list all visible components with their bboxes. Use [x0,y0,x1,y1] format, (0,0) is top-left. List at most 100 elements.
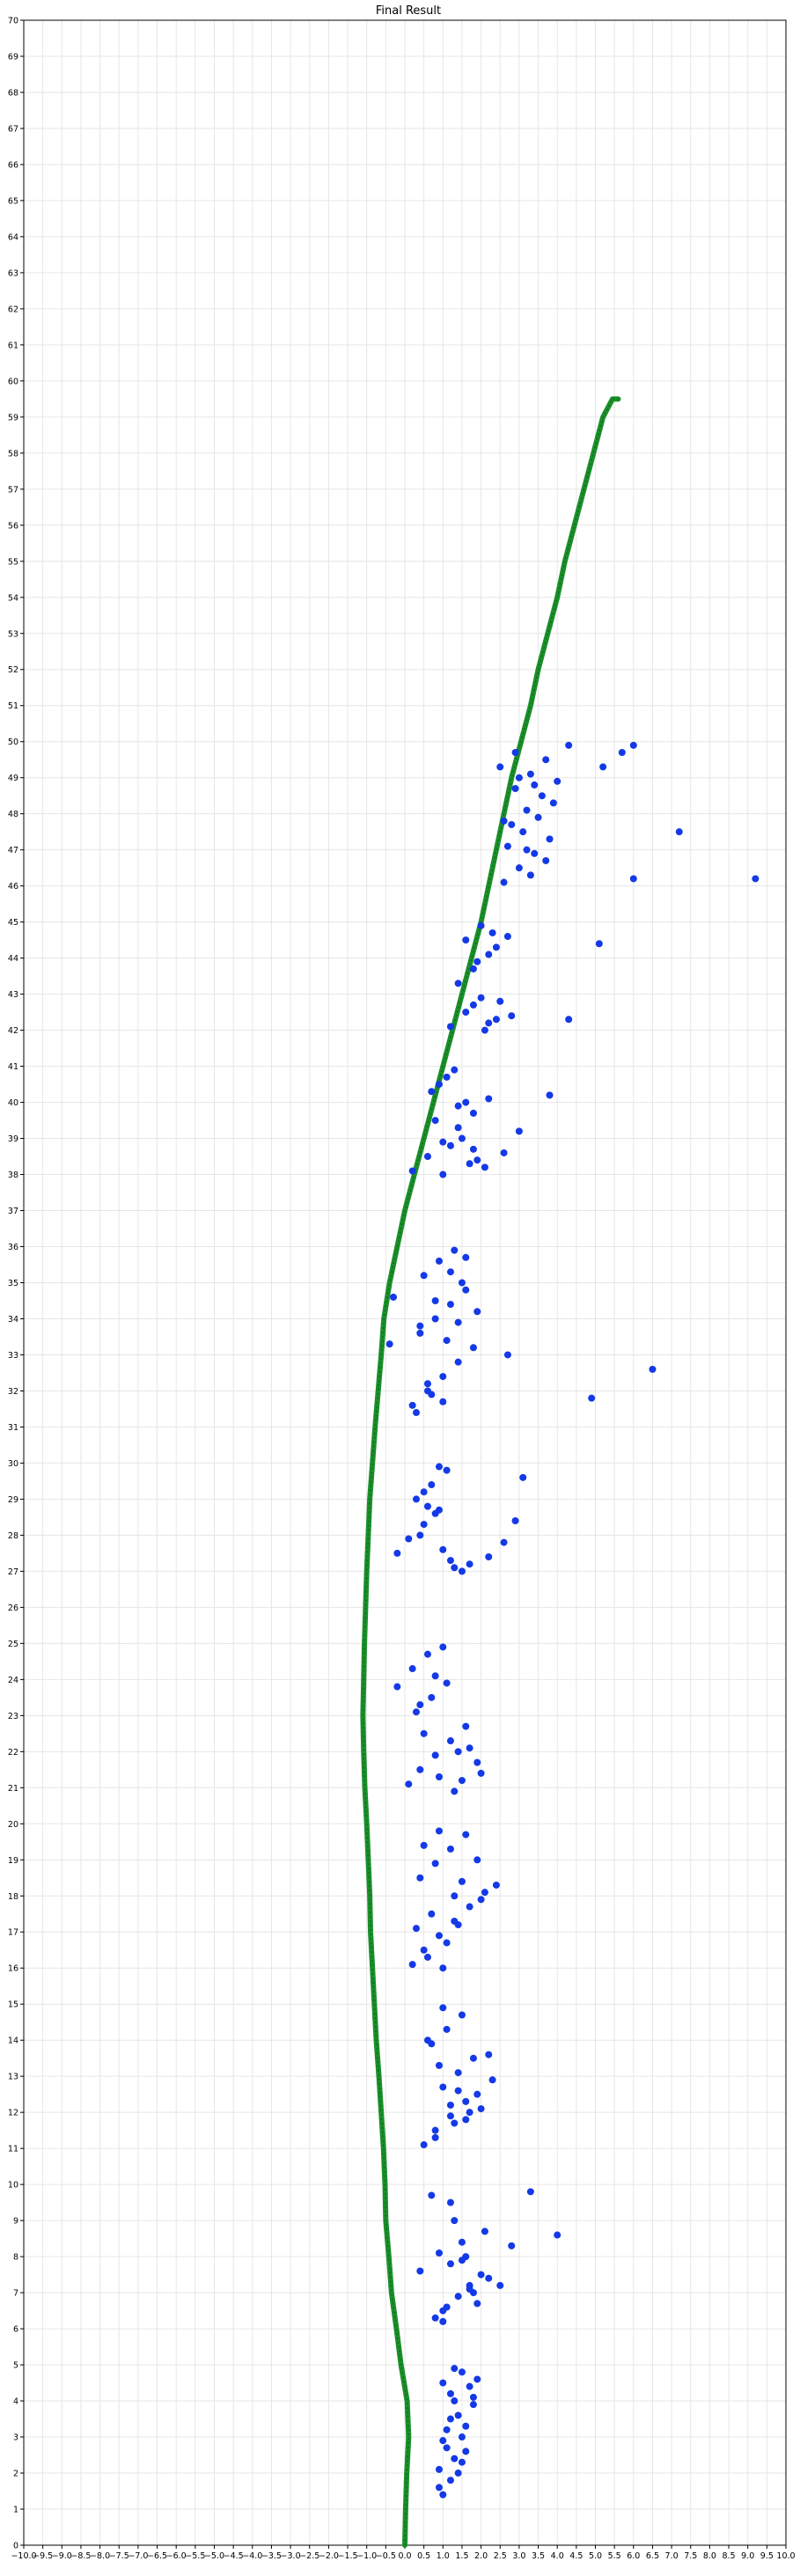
scatter-point [451,1564,459,1572]
scatter-point [469,2393,477,2401]
scatter-point [515,1127,523,1135]
scatter-point [454,1921,462,1929]
scatter-point [492,1881,500,1889]
scatter-point [431,1315,439,1323]
scatter-point [477,1896,485,1904]
scatter-point [462,2448,470,2455]
y-tick-label: 31 [8,1423,18,1433]
scatter-point [412,1925,420,1933]
scatter-point [439,2083,447,2091]
scatter-point [443,1337,451,1345]
scatter-point [554,777,561,785]
scatter-point [473,1308,481,1316]
y-tick-label: 9 [13,2217,18,2227]
x-tick-label: −7.0 [128,2551,148,2561]
scatter-point [439,2004,447,2012]
y-tick-label: 30 [8,1459,18,1469]
x-tick-label: −9.5 [33,2551,53,2561]
y-tick-label: 55 [8,557,18,567]
scatter-point [423,1953,431,1961]
x-tick-label: 10.0 [776,2551,795,2561]
x-tick-label: 0.5 [417,2551,430,2561]
scatter-point [420,1841,428,1849]
scatter-points [385,741,760,2499]
x-tick-label: 1.5 [455,2551,468,2561]
scatter-point [458,2368,466,2376]
scatter-point [416,1531,424,1539]
scatter-point [488,928,496,936]
y-tick-label: 43 [8,990,18,1000]
scatter-point [462,1286,470,1294]
scatter-point [446,1845,454,1853]
scatter-point [508,1012,516,1020]
scatter-point [435,1932,443,1940]
scatter-point [446,1023,454,1031]
scatter-point [473,2090,481,2098]
scatter-point [428,1693,436,1701]
scatter-point [446,1737,454,1745]
trajectory-line [360,396,621,2548]
scatter-point [473,2375,481,2383]
scatter-point [423,2037,431,2044]
scatter-point [503,1351,511,1359]
scatter-point [462,1009,470,1016]
scatter-point [485,1095,493,1103]
scatter-point [515,774,523,782]
y-tick-label: 42 [8,1026,18,1036]
scatter-point [420,1272,428,1280]
scatter-point [423,1153,431,1161]
y-tick-label: 19 [8,1856,18,1866]
y-tick-label: 35 [8,1279,18,1288]
x-tick-label: −2.5 [299,2551,319,2561]
scatter-point [565,1016,573,1024]
scatter-point [439,1373,447,1381]
scatter-point [451,1066,459,1074]
y-tick-label: 70 [8,17,18,26]
scatter-point [675,828,683,836]
scatter-point [439,2491,447,2499]
scatter-point [458,2458,466,2466]
x-tick-label: −7.5 [109,2551,129,2561]
x-tick-label: 5.5 [608,2551,621,2561]
scatter-point [481,1889,488,1897]
scatter-point [446,1301,454,1309]
scatter-point [435,2249,443,2257]
scatter-point [420,1729,428,1737]
scatter-point [752,875,760,883]
y-tick-label: 68 [8,88,18,98]
scatter-point [439,1643,447,1651]
scatter-point [519,1473,527,1481]
y-tick-label: 59 [8,413,18,422]
x-tick-label: −3.5 [261,2551,282,2561]
scatter-point [416,1322,424,1330]
x-axis: −10.0−9.5−9.0−8.5−8.0−7.5−7.0−6.5−6.0−5.… [11,2545,796,2561]
scatter-point [431,1117,439,1125]
scatter-point [412,1708,420,1716]
scatter-point [549,799,557,807]
scatter-point [485,2051,493,2059]
y-tick-label: 8 [13,2253,18,2263]
scatter-point [538,792,546,800]
scatter-point [526,770,534,778]
y-tick-label: 13 [8,2073,18,2082]
scatter-point [473,1856,481,1864]
y-tick-label: 46 [8,882,18,892]
y-tick-label: 14 [8,2037,18,2046]
x-tick-label: −6.0 [166,2551,187,2561]
scatter-point [481,1163,488,1171]
scatter-point [469,2054,477,2062]
y-tick-label: 58 [8,449,18,459]
scatter-point [435,1463,443,1471]
x-tick-label: 4.5 [569,2551,583,2561]
scatter-point [473,1758,481,1766]
scatter-point [462,1722,470,1730]
scatter-point [481,1026,488,1034]
chart-title: Final Result [376,4,441,18]
y-tick-label: 47 [8,846,18,855]
x-tick-label: −4.5 [224,2551,244,2561]
scatter-point [428,1391,436,1398]
y-tick-label: 52 [8,665,18,675]
scatter-point [462,2116,470,2124]
scatter-point [454,2293,462,2301]
y-tick-label: 62 [8,305,18,314]
